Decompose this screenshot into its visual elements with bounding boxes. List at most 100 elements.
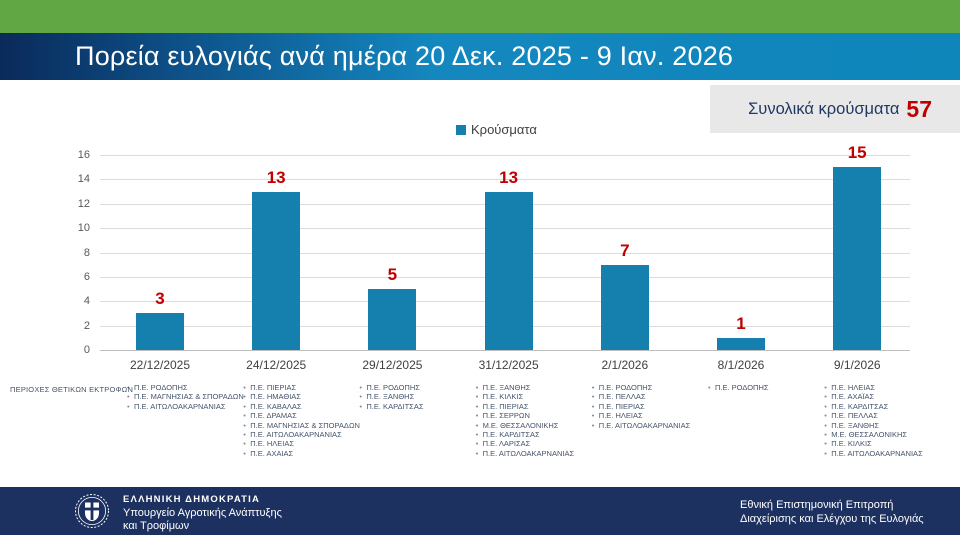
title-bar: Πορεία ευλογιάς ανά ημέρα 20 Δεκ. 2025 -… bbox=[0, 33, 960, 80]
region-name: Π.Ε. ΑΙΤΩΛΟΑΚΑΡΝΑΝΙΑΣ bbox=[134, 401, 226, 411]
bullet-icon: • bbox=[243, 411, 246, 421]
region-item: • Π.Ε. ΚΑΒΑΛΑΣ bbox=[243, 402, 367, 411]
bar-value-label: 13 bbox=[499, 167, 519, 187]
bullet-icon: • bbox=[243, 383, 246, 392]
region-name: Π.Ε. ΔΡΑΜΑΣ bbox=[250, 411, 297, 421]
committee-line-1: Εθνική Επιστημονική Επιτροπή bbox=[740, 499, 894, 511]
region-name: Π.Ε. ΑΧΑΙΑΣ bbox=[250, 448, 294, 458]
x-axis-date-label: 31/12/2025 bbox=[478, 358, 539, 372]
region-item: • Π.Ε. ΗΛΕΙΑΣ bbox=[243, 439, 367, 448]
region-item: • Π.Ε. ΚΙΛΚΙΣ bbox=[824, 439, 948, 448]
region-name: Π.Ε. ΑΙΤΩΛΟΑΚΑΡΝΑΝΙΑΣ bbox=[831, 448, 923, 458]
regions-header-label: ΠΕΡΙΟΧΕΣ ΘΕΤΙΚΩΝ ΕΚΤΡΟΦΩΝ bbox=[10, 385, 134, 394]
x-axis-date-label: 22/12/2025 bbox=[129, 358, 191, 372]
y-tick-label: 2 bbox=[83, 319, 90, 332]
region-list: • Π.Ε. ΞΑΝΘΗΣ • Π.Ε. ΚΙΛΚΙΣ • Π.Ε. ΠΙΕΡΙΑΣ • Π.… bbox=[476, 383, 600, 458]
region-name: Π.Ε. ΚΑΡΔΙΤΣΑΣ bbox=[482, 430, 540, 440]
region-name: Π.Ε. ΞΑΝΘΗΣ bbox=[831, 420, 880, 430]
region-item: • Π.Ε. ΛΑΡΙΣΑΣ bbox=[476, 439, 600, 448]
region-item: • Π.Ε. ΞΑΝΘΗΣ bbox=[476, 383, 600, 392]
bullet-icon: • bbox=[824, 420, 827, 430]
bar-value-label: 3 bbox=[155, 289, 165, 309]
bar bbox=[484, 191, 533, 350]
region-item: • Π.Ε. ΡΟΔΟΠΗΣ bbox=[592, 383, 716, 392]
region-name: Π.Ε. ΜΑΓΝΗΣΙΑΣ & ΣΠΟΡΑΔΩΝ bbox=[134, 392, 244, 402]
bar bbox=[600, 264, 649, 350]
total-cases-value: 57 bbox=[906, 95, 932, 122]
ministry-block: ΕΛΛΗΝΙΚΗ ΔΗΜΟΚΡΑΤΙΑ Υπουργείο Αγροτικής … bbox=[123, 494, 282, 533]
footer-bar: ΕΛΛΗΝΙΚΗ ΔΗΜΟΚΡΑΤΙΑ Υπουργείο Αγροτικής … bbox=[0, 487, 960, 535]
legend-series-label: Κρούσματα bbox=[471, 122, 537, 137]
region-name: Π.Ε. ΗΜΑΘΙΑΣ bbox=[250, 392, 301, 402]
region-name: Π.Ε. ΠΙΕΡΙΑΣ bbox=[482, 401, 529, 411]
region-item: • Π.Ε. ΚΑΡΔΙΤΣΑΣ bbox=[824, 402, 948, 411]
region-list: • Π.Ε. ΠΙΕΡΙΑΣ • Π.Ε. ΗΜΑΘΙΑΣ • Π.Ε. ΚΑΒΑΛΑΣ •… bbox=[243, 383, 367, 458]
committee-block: Εθνική Επιστημονική Επιτροπή Διαχείρισης… bbox=[740, 498, 924, 526]
ministry-line-1: Υπουργείο Αγροτικής Ανάπτυξης bbox=[123, 507, 282, 519]
region-item: • Π.Ε. ΗΜΑΘΙΑΣ bbox=[243, 392, 367, 401]
region-name: Π.Ε. ΑΙΤΩΛΟΑΚΑΡΝΑΝΙΑΣ bbox=[250, 430, 342, 440]
bar bbox=[368, 289, 417, 350]
region-item: • Π.Ε. ΡΟΔΟΠΗΣ bbox=[708, 383, 832, 392]
region-item: • Π.Ε. ΑΙΤΩΛΟΑΚΑΡΝΑΝΙΑΣ bbox=[824, 449, 948, 458]
region-name: Μ.Ε. ΘΕΣΣΑΛΟΝΙΚΗΣ bbox=[482, 420, 559, 430]
bullet-icon: • bbox=[591, 401, 595, 411]
region-name: Π.Ε. ΡΟΔΟΠΗΣ bbox=[134, 383, 188, 392]
region-name: Π.Ε. ΑΧΑΪΑΣ bbox=[831, 392, 875, 402]
region-item: • Π.Ε. ΚΑΡΔΙΤΣΑΣ bbox=[359, 402, 483, 411]
bullet-icon: • bbox=[243, 420, 246, 430]
bullet-icon: • bbox=[824, 430, 827, 440]
region-item: • Π.Ε. ΣΕΡΡΩΝ bbox=[476, 411, 600, 420]
page-title: Πορεία ευλογιάς ανά ημέρα 20 Δεκ. 2025 -… bbox=[75, 41, 734, 71]
x-axis-date-label: 8/1/2026 bbox=[717, 358, 765, 372]
region-item: • Π.Ε. ΚΙΛΚΙΣ bbox=[476, 392, 600, 401]
region-item: • Π.Ε. ΞΑΝΘΗΣ bbox=[359, 392, 483, 401]
bullet-icon: • bbox=[359, 392, 363, 402]
bar bbox=[252, 191, 301, 350]
region-name: Π.Ε. ΚΙΛΚΙΣ bbox=[482, 392, 524, 402]
bullet-icon: • bbox=[475, 383, 479, 392]
bullet-icon: • bbox=[475, 420, 479, 430]
bullet-icon: • bbox=[127, 392, 130, 402]
region-item: • Π.Ε. ΠΕΛΛΑΣ bbox=[824, 411, 948, 420]
region-item: • Π.Ε. ΚΑΡΔΙΤΣΑΣ bbox=[476, 430, 600, 439]
region-name: Π.Ε. ΚΑΡΔΙΤΣΑΣ bbox=[366, 401, 424, 411]
y-tick-label: 6 bbox=[83, 270, 90, 283]
y-tick-label: 16 bbox=[77, 149, 90, 161]
region-name: Π.Ε. ΞΑΝΘΗΣ bbox=[366, 392, 415, 402]
committee-line-2: Διαχείρισης και Ελέγχου της Ευλογιάς bbox=[740, 513, 924, 525]
y-tick-label: 8 bbox=[83, 246, 90, 259]
region-item: • Π.Ε. ΠΙΕΡΙΑΣ bbox=[476, 402, 600, 411]
bar bbox=[717, 337, 765, 350]
region-name: Π.Ε. ΠΕΛΛΑΣ bbox=[831, 411, 878, 421]
bullet-icon: • bbox=[359, 383, 363, 392]
bullet-icon: • bbox=[475, 430, 479, 440]
top-green-band bbox=[0, 0, 960, 33]
ministry-line-2: και Τροφίμων bbox=[123, 520, 190, 532]
bar-value-label: 13 bbox=[266, 167, 286, 187]
total-cases-box: Συνολικά κρούσματα 57 bbox=[710, 85, 960, 133]
region-item: • Μ.Ε. ΘΕΣΣΑΛΟΝΙΚΗΣ bbox=[476, 421, 600, 430]
chart-legend: Κρούσματα bbox=[456, 122, 537, 137]
bullet-icon: • bbox=[824, 411, 827, 421]
region-name: Π.Ε. ΑΙΤΩΛΟΑΚΑΡΝΑΝΙΑΣ bbox=[598, 420, 691, 430]
bullet-icon: • bbox=[591, 383, 595, 392]
region-list: • Π.Ε. ΡΟΔΟΠΗΣ • Π.Ε. ΠΕΛΛΑΣ • Π.Ε. ΠΙΕΡΙΑΣ • Π… bbox=[592, 383, 716, 430]
region-name: Π.Ε. ΠΙΕΡΙΑΣ bbox=[598, 401, 645, 411]
region-name: Π.Ε. ΣΕΡΡΩΝ bbox=[482, 411, 530, 421]
bullet-icon: • bbox=[591, 411, 595, 421]
region-item: • Π.Ε. ΑΧΑΙΑΣ bbox=[243, 449, 367, 458]
bullet-icon: • bbox=[824, 439, 827, 449]
region-item: • Π.Ε. ΑΙΤΩΛΟΑΚΑΡΝΑΝΙΑΣ bbox=[243, 430, 367, 439]
region-name: Π.Ε. ΗΛΕΙΑΣ bbox=[250, 439, 295, 449]
bullet-icon: • bbox=[591, 392, 595, 402]
y-tick-label: 4 bbox=[83, 295, 90, 308]
bullet-icon: • bbox=[824, 383, 827, 392]
y-tick-label: 12 bbox=[77, 197, 90, 210]
gridline bbox=[100, 155, 910, 156]
bullet-icon: • bbox=[475, 448, 479, 458]
region-item: • Π.Ε. ΠΕΛΛΑΣ bbox=[592, 392, 716, 401]
x-axis-date-label: 29/12/2025 bbox=[362, 358, 423, 372]
region-item: • Π.Ε. ΗΛΕΙΑΣ bbox=[592, 411, 716, 420]
legend-swatch-icon bbox=[456, 124, 466, 135]
